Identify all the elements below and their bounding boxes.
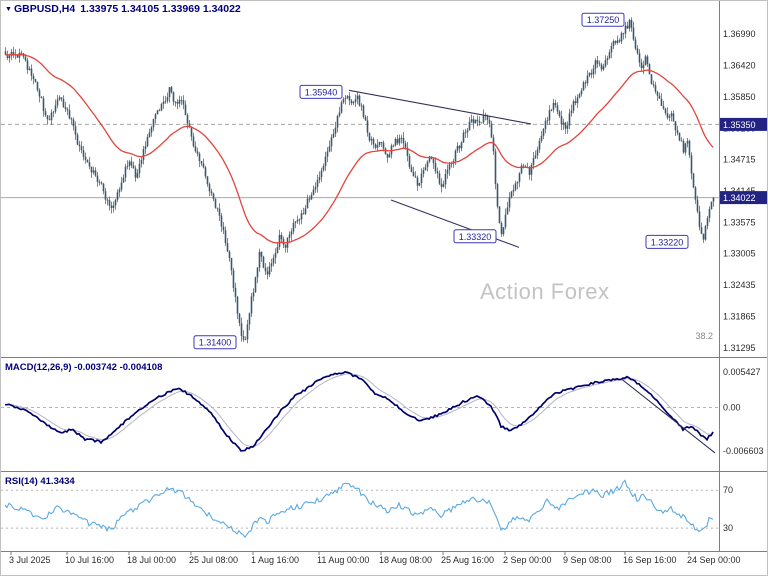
svg-text:1.37250: 1.37250 [587, 15, 620, 25]
macd-trendline[interactable] [620, 378, 716, 454]
price-label-1.35940[interactable]: 1.35940 [299, 84, 343, 99]
macd-signal-line [5, 373, 714, 447]
price-label-1.33320[interactable]: 1.33320 [453, 229, 497, 244]
svg-text:18 Aug 08:00: 18 Aug 08:00 [379, 555, 432, 565]
svg-text:11 Aug 00:00: 11 Aug 00:00 [317, 555, 369, 565]
svg-text:1.36990: 1.36990 [723, 29, 756, 39]
time-axis[interactable]: 3 Jul 2025 10 Jul 16:00 18 Jul 00:00 25 Jul… [9, 551, 741, 565]
svg-text:1 Aug 16:00: 1 Aug 16:00 [251, 555, 299, 565]
macd-panel[interactable] [1, 371, 719, 454]
price-label-1.31400[interactable]: 1.31400 [193, 335, 237, 350]
svg-text:30: 30 [723, 523, 733, 533]
svg-text:25 Jul 08:00: 25 Jul 08:00 [189, 555, 238, 565]
svg-text:1.33220: 1.33220 [651, 237, 684, 247]
axis-price-tag-1.34022: 1.34022 [720, 191, 767, 205]
svg-text:1.34022: 1.34022 [723, 193, 756, 203]
svg-text:3 Jul 2025: 3 Jul 2025 [9, 555, 51, 565]
price-label-1.33220[interactable]: 1.33220 [645, 234, 689, 249]
svg-text:1.33320: 1.33320 [459, 232, 492, 242]
rsi-line [4, 479, 714, 539]
svg-text:1.36420: 1.36420 [723, 60, 756, 70]
moving-average-line [4, 54, 714, 244]
svg-text:1.34145: 1.34145 [723, 186, 756, 196]
price-label-1.37250[interactable]: 1.37250 [581, 12, 625, 27]
svg-text:0.00: 0.00 [723, 403, 741, 413]
trendline-2[interactable] [390, 199, 520, 248]
svg-text:1.34715: 1.34715 [723, 154, 756, 164]
trendline-1[interactable] [348, 89, 532, 125]
svg-text:1.35940: 1.35940 [305, 87, 338, 97]
svg-text:25 Aug 16:00: 25 Aug 16:00 [441, 555, 494, 565]
price-axis[interactable]: 1.369901.364201.358501.352801.347151.341… [720, 29, 768, 533]
svg-text:70: 70 [723, 485, 733, 495]
svg-text:1.31295: 1.31295 [723, 343, 756, 353]
fib-382-label: 38.2 [695, 331, 713, 341]
price-panel[interactable]: 1.37250 1.35940 1.33320 1.33220 1.31400 [1, 12, 719, 350]
svg-text:-0.006603: -0.006603 [723, 446, 764, 456]
macd-line [5, 371, 714, 452]
svg-text:1.33005: 1.33005 [723, 249, 756, 259]
svg-text:1.31865: 1.31865 [723, 312, 756, 322]
svg-text:18 Jul 00:00: 18 Jul 00:00 [127, 555, 176, 565]
svg-text:1.35850: 1.35850 [723, 92, 756, 102]
svg-text:9 Sep 08:00: 9 Sep 08:00 [563, 555, 612, 565]
svg-text:1.33575: 1.33575 [723, 217, 756, 227]
svg-text:1.31400: 1.31400 [199, 338, 232, 348]
svg-text:1.32435: 1.32435 [723, 280, 756, 290]
svg-text:10 Jul 16:00: 10 Jul 16:00 [65, 555, 114, 565]
candlestick-series [4, 17, 715, 344]
svg-text:24 Sep 00:00: 24 Sep 00:00 [687, 555, 741, 565]
axis-price-tag-1.35350: 1.35350 [720, 117, 767, 131]
svg-text:1.35350: 1.35350 [723, 120, 756, 130]
rsi-panel[interactable] [1, 479, 719, 539]
svg-text:16 Sep 16:00: 16 Sep 16:00 [623, 555, 677, 565]
svg-text:0.005427: 0.005427 [723, 367, 761, 377]
svg-text:2 Sep 00:00: 2 Sep 00:00 [503, 555, 552, 565]
